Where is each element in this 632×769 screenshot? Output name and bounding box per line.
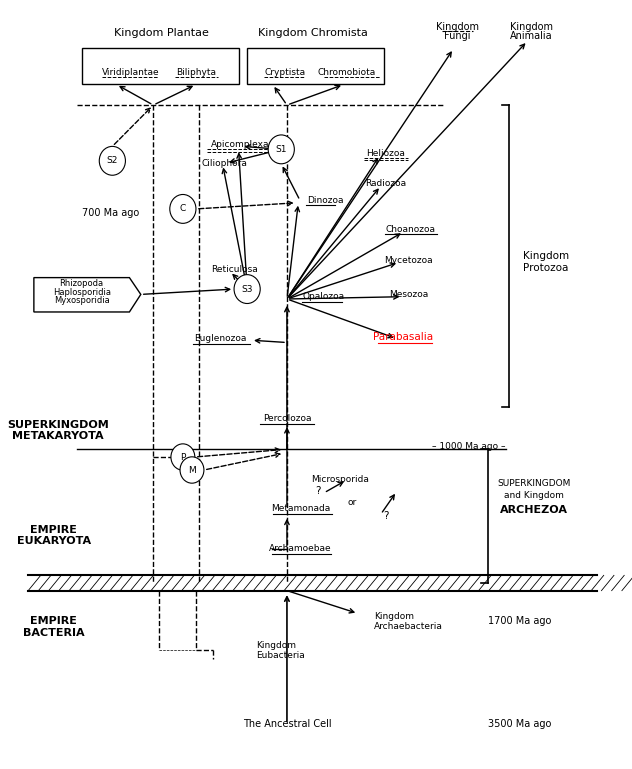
Text: Eubacteria: Eubacteria (256, 651, 305, 660)
Ellipse shape (171, 444, 195, 470)
Text: 1700 Ma ago: 1700 Ma ago (488, 616, 551, 626)
Text: and Kingdom: and Kingdom (504, 491, 564, 500)
Text: Heliozoa: Heliozoa (366, 148, 404, 158)
Text: Chromobiota: Chromobiota (317, 68, 376, 77)
Ellipse shape (180, 457, 204, 483)
Ellipse shape (234, 275, 260, 304)
Text: Choanozoa: Choanozoa (386, 225, 435, 234)
Text: METAKARYOTA: METAKARYOTA (12, 431, 104, 441)
Text: Kingdom: Kingdom (436, 22, 479, 32)
Text: 700 Ma ago: 700 Ma ago (82, 208, 140, 218)
Text: Apicomplexa: Apicomplexa (210, 139, 269, 148)
Text: Opalozoa: Opalozoa (302, 292, 344, 301)
Text: Kingdom: Kingdom (374, 612, 414, 621)
Text: Ciliophora: Ciliophora (202, 158, 247, 168)
Text: ?: ? (384, 511, 389, 521)
Text: Dinozoa: Dinozoa (307, 196, 343, 205)
Text: S1: S1 (276, 145, 287, 154)
Text: SUPERKINGDOM: SUPERKINGDOM (7, 420, 109, 430)
Ellipse shape (170, 195, 196, 223)
Text: Cryptista: Cryptista (264, 68, 305, 77)
Text: Viridiplantae: Viridiplantae (102, 68, 160, 77)
Text: Radiozoa: Radiozoa (365, 179, 406, 188)
Text: Reticulosa: Reticulosa (210, 265, 257, 275)
Text: or: or (348, 498, 357, 508)
Text: Percolozoa: Percolozoa (263, 414, 311, 424)
Text: Microsporida: Microsporida (311, 475, 369, 484)
Ellipse shape (99, 146, 125, 175)
Text: Haplosporidia: Haplosporidia (52, 288, 111, 297)
Text: 3500 Ma ago: 3500 Ma ago (488, 719, 551, 729)
Text: Parabasalia: Parabasalia (374, 332, 434, 342)
Text: Kingdom: Kingdom (256, 641, 296, 650)
Text: – 1000 Ma ago –: – 1000 Ma ago – (432, 442, 506, 451)
Text: ARCHEZOA: ARCHEZOA (501, 505, 568, 515)
Text: Mycetozoa: Mycetozoa (384, 255, 432, 265)
Text: BACTERIA: BACTERIA (23, 628, 85, 638)
Text: S3: S3 (241, 285, 253, 294)
Text: Kingdom: Kingdom (510, 22, 553, 32)
Text: SUPERKINGDOM: SUPERKINGDOM (497, 479, 571, 488)
Text: Kingdom Plantae: Kingdom Plantae (114, 28, 209, 38)
Text: Euglenozoa: Euglenozoa (194, 335, 246, 343)
Text: M: M (188, 465, 196, 474)
Text: C: C (179, 205, 186, 214)
Text: Kingdom Chromista: Kingdom Chromista (258, 28, 367, 38)
Ellipse shape (268, 135, 295, 164)
Text: S2: S2 (107, 156, 118, 165)
Text: Rhizopoda: Rhizopoda (59, 279, 104, 288)
Text: EUKARYOTA: EUKARYOTA (16, 536, 91, 546)
Text: P: P (180, 452, 186, 461)
Text: Metamonada: Metamonada (272, 504, 331, 513)
Text: The Ancestral Cell: The Ancestral Cell (243, 719, 331, 729)
Text: Myxosporidia: Myxosporidia (54, 296, 109, 305)
Text: Animalia: Animalia (510, 32, 553, 42)
Text: Kingdom: Kingdom (523, 251, 569, 261)
Text: Archamoebae: Archamoebae (269, 544, 331, 553)
Text: EMPIRE: EMPIRE (30, 616, 77, 626)
Text: Biliphyta: Biliphyta (176, 68, 216, 77)
Text: Protozoa: Protozoa (523, 263, 568, 273)
Text: EMPIRE: EMPIRE (30, 524, 77, 534)
Text: Mesozoa: Mesozoa (389, 290, 429, 299)
Text: ?: ? (315, 486, 321, 496)
Text: Fungi: Fungi (444, 32, 471, 42)
Text: Archaebacteria: Archaebacteria (374, 622, 443, 631)
